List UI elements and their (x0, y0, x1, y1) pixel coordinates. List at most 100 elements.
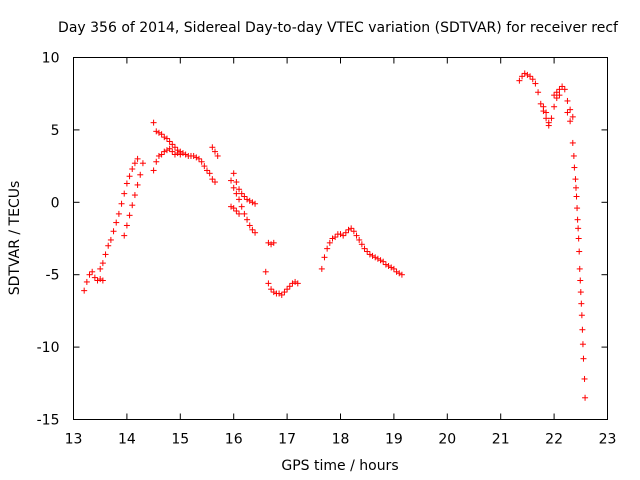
data-point (551, 92, 558, 99)
data-point (396, 270, 403, 277)
data-point (326, 239, 333, 246)
data-point (388, 264, 395, 271)
data-point (350, 228, 357, 235)
data-point (294, 280, 301, 287)
data-point (163, 147, 170, 154)
data-point (516, 77, 523, 84)
data-point (572, 184, 579, 191)
data-point (131, 192, 138, 199)
data-point (230, 170, 237, 177)
data-point (337, 231, 344, 238)
data-point (233, 179, 240, 186)
x-tick-label: 21 (492, 432, 510, 448)
data-point (527, 73, 534, 80)
data-point (570, 152, 577, 159)
data-point (244, 196, 251, 203)
data-point (385, 263, 392, 270)
data-point (374, 255, 381, 262)
x-tick-label: 14 (118, 432, 136, 448)
data-point (123, 180, 130, 187)
data-point (246, 197, 253, 204)
data-point (161, 148, 168, 155)
data-point (575, 225, 582, 232)
data-point (174, 150, 181, 157)
data-point (551, 103, 558, 110)
data-point (265, 239, 272, 246)
data-point (107, 236, 114, 243)
data-point (545, 119, 552, 126)
data-point (99, 260, 106, 267)
data-point (137, 171, 144, 178)
data-point (91, 274, 98, 281)
data-point (564, 109, 571, 116)
data-point (578, 312, 585, 319)
data-point (369, 252, 376, 259)
x-axis-label: GPS time / hours (281, 458, 398, 474)
data-point (134, 155, 141, 162)
x-tick-label: 22 (545, 432, 563, 448)
data-point (574, 216, 581, 223)
data-point (572, 176, 579, 183)
data-point (206, 170, 213, 177)
data-point (270, 289, 277, 296)
data-point (398, 271, 405, 278)
data-point (567, 106, 574, 113)
data-point (278, 291, 285, 298)
data-point (332, 234, 339, 241)
data-point (340, 232, 347, 239)
data-point (228, 203, 235, 210)
data-point (519, 73, 526, 80)
data-point (569, 139, 576, 146)
data-point (129, 165, 136, 172)
data-point (214, 152, 221, 159)
data-point (86, 271, 93, 278)
data-point (356, 236, 363, 243)
data-point (238, 203, 245, 210)
data-point (97, 276, 104, 283)
data-point (121, 190, 128, 197)
data-point (201, 163, 208, 170)
data-point (171, 151, 178, 158)
data-point (276, 290, 283, 297)
data-point (94, 277, 101, 284)
data-point (543, 109, 550, 116)
x-tick-label: 17 (278, 432, 296, 448)
y-tick-label: 5 (51, 123, 60, 139)
tick-labels: 13 14 15 16 17 18 19 20 21 22 23 -15 -10 -5 0 5 10 (37, 51, 617, 448)
data-point (284, 286, 291, 293)
data-point (102, 251, 109, 258)
data-point (155, 152, 162, 159)
data-point (204, 167, 210, 174)
data-point (134, 181, 141, 188)
data-point (361, 245, 368, 252)
data-point (252, 229, 259, 236)
data-point (182, 151, 189, 158)
data-point (262, 268, 269, 275)
data-point (390, 265, 397, 272)
data-point (576, 265, 583, 272)
data-point (372, 254, 379, 261)
data-point (329, 235, 336, 242)
data-point (166, 138, 173, 145)
data-points (81, 70, 589, 401)
data-point (569, 113, 576, 120)
data-point (543, 115, 550, 122)
data-point (576, 248, 583, 255)
data-point (579, 341, 586, 348)
data-point (171, 144, 178, 151)
data-point (380, 258, 387, 265)
data-point (579, 326, 586, 333)
data-point (553, 89, 560, 96)
data-point (556, 92, 563, 99)
data-point (318, 265, 325, 272)
plot-frame (73, 57, 608, 420)
axis-ticks (73, 57, 608, 420)
data-point (198, 158, 205, 165)
data-point (158, 151, 165, 158)
data-point (564, 97, 571, 104)
data-point (153, 158, 160, 165)
data-point (393, 268, 400, 275)
data-point (233, 207, 240, 214)
data-point (559, 83, 566, 90)
